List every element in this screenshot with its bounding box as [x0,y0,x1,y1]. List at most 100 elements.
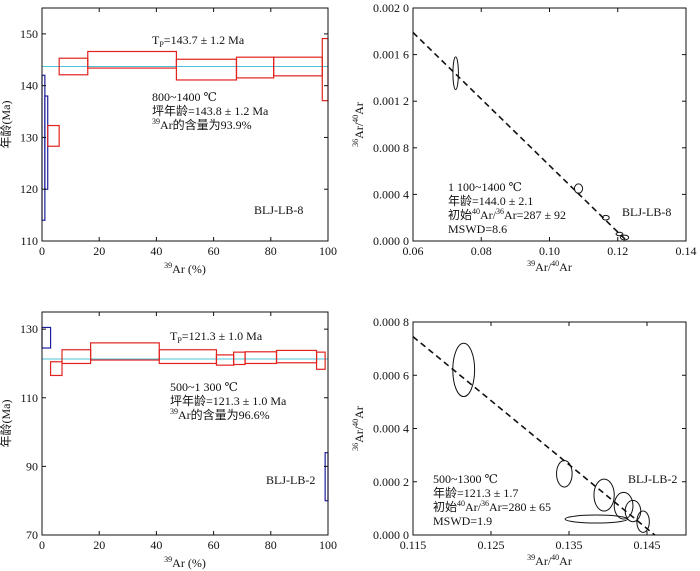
x-tick-label: 80 [265,538,277,552]
error-ellipse [624,499,642,523]
annotation-line: 1 100~1400 ℃ [448,180,522,194]
blue-step [41,326,52,349]
error-ellipse [573,183,584,194]
red-step [158,349,218,365]
error-ellipse [452,56,459,91]
x-axis-label: 39Ar/40Ar [527,259,572,274]
age-spectrum-blj-lb-2: 0 20 40 60 80 100 70 90 110 130 39Ar (%) 年龄(Ma) TP=1… [0,311,337,570]
annotation-line: 500~1300 ℃ [433,472,498,486]
x-tick-label: 100 [319,244,337,258]
x-tick-label: 60 [208,244,220,258]
red-step [275,349,318,364]
y-tick-label: 0.000 0 [373,234,409,248]
annotation-line: 初始40Ar/36Ar=287 ± 92 [448,207,566,222]
age-spectrum-blj-lb-8: 0 20 40 60 80 100 110 120 130 140 150 39Ar (%) 年龄(Ma… [0,7,337,276]
y-tick-label: 0.000 4 [373,422,409,436]
x-axis-label: 39Ar/40Ar [527,553,572,568]
y-axis-label: 36Ar/40Ar [351,406,366,451]
annotation-line: MSWD=1.9 [433,514,492,528]
red-step [49,361,63,377]
red-step [87,50,178,69]
plateau-age-label: TP=143.7 ± 1.2 Ma [152,33,245,49]
error-ellipse [564,514,628,524]
error-ellipse [615,231,624,237]
x-tick-label: 0.115 [400,538,427,552]
x-tick-label: 20 [93,244,105,258]
y-tick-label: 120 [20,182,38,196]
y-tick-label: 70 [26,528,38,542]
sample-label: BLJ-LB-2 [628,472,677,486]
y-axis-label: 36Ar/40Ar [351,102,366,147]
red-step [244,351,278,365]
x-tick-label: 100 [319,538,337,552]
y-tick-label: 0.000 4 [373,187,409,201]
x-tick-label: 0 [39,244,45,258]
isochron-blj-lb-8: 0.06 0.08 0.10 0.12 0.14 0.000 0 0.000 4 0.000 … [351,1,697,274]
red-step [233,351,246,366]
y-tick-label: 0.000 0 [373,528,409,542]
sample-label: BLJ-LB-8 [622,205,671,219]
y-axis-label: 年龄(Ma) [0,101,13,149]
sample-label: BLJ-LB-2 [266,473,315,487]
x-tick-label: 60 [208,538,220,552]
annotation-line: 39Ar的含量为93.9% [152,117,252,132]
red-step [215,354,235,366]
y-tick-label: 0.000 2 [373,475,409,489]
y-tick-label: 140 [20,79,38,93]
sample-label: BLJ-LB-8 [254,203,303,217]
isochron-blj-lb-2: 0.115 0.125 0.135 0.145 0.000 0 0.000 2 0.000 … [351,315,687,568]
y-tick-label: 0.001 6 [373,48,409,62]
x-tick-label: 20 [93,538,105,552]
plot-frame [41,7,329,242]
y-tick-label: 0.000 8 [373,141,409,155]
y-tick-label: 130 [20,130,38,144]
annotation-line: 39Ar的含量为96.6% [170,407,270,422]
x-tick-label: 0.135 [556,538,583,552]
error-ellipse [593,478,615,512]
error-ellipse [556,459,573,488]
x-tick-label: 0.12 [607,244,628,258]
y-axis-label: 年龄(Ma) [0,400,13,448]
x-tick-label: 0 [39,538,45,552]
x-tick-label: 0.08 [471,244,492,258]
red-step [90,342,160,361]
red-step [315,351,326,370]
y-tick-label: 0.002 0 [373,1,409,15]
x-tick-label: 0.10 [539,244,560,258]
annotation-line: 年龄=121.3 ± 1.7 [433,486,518,500]
plot-frame [41,311,329,536]
y-tick-label: 130 [20,322,38,336]
annotation-line: 800~1400 ℃ [152,90,217,104]
x-tick-label: 0.06 [403,244,424,258]
annotation-line: MSWD=8.6 [448,222,507,236]
annotation-line: 初始40Ar/36Ar=280 ± 65 [433,499,551,514]
annotation-line: 500~1 300 ℃ [170,380,238,394]
red-step [175,58,238,81]
x-axis-label: 39Ar (%) [164,555,206,570]
y-tick-label: 0.000 6 [373,368,409,382]
y-tick-label: 0.000 8 [373,315,409,329]
x-tick-label: 0.125 [478,538,505,552]
y-tick-label: 110 [20,391,38,405]
x-axis-label: 39Ar (%) [164,261,206,276]
y-tick-label: 110 [20,234,38,248]
plateau-age-label: TP=121.3 ± 1.0 Ma [170,329,263,345]
x-tick-label: 40 [150,244,162,258]
annotation-line: 坪年龄=143.8 ± 1.2 Ma [152,104,269,118]
red-step [235,56,275,79]
y-tick-label: 90 [26,459,38,473]
annotation-line: 坪年龄=121.3 ± 1.0 Ma [170,394,287,408]
y-tick-label: 150 [20,27,38,41]
x-tick-label: 0.145 [634,538,661,552]
error-ellipse [619,234,630,241]
error-ellipse [601,214,610,221]
x-tick-label: 40 [150,538,162,552]
error-ellipse [613,491,634,520]
x-tick-label: 80 [265,244,277,258]
red-step [47,124,60,147]
error-ellipse [452,342,476,398]
error-ellipse [636,510,650,533]
red-step [61,349,92,365]
x-tick-label: 0.14 [676,244,697,258]
